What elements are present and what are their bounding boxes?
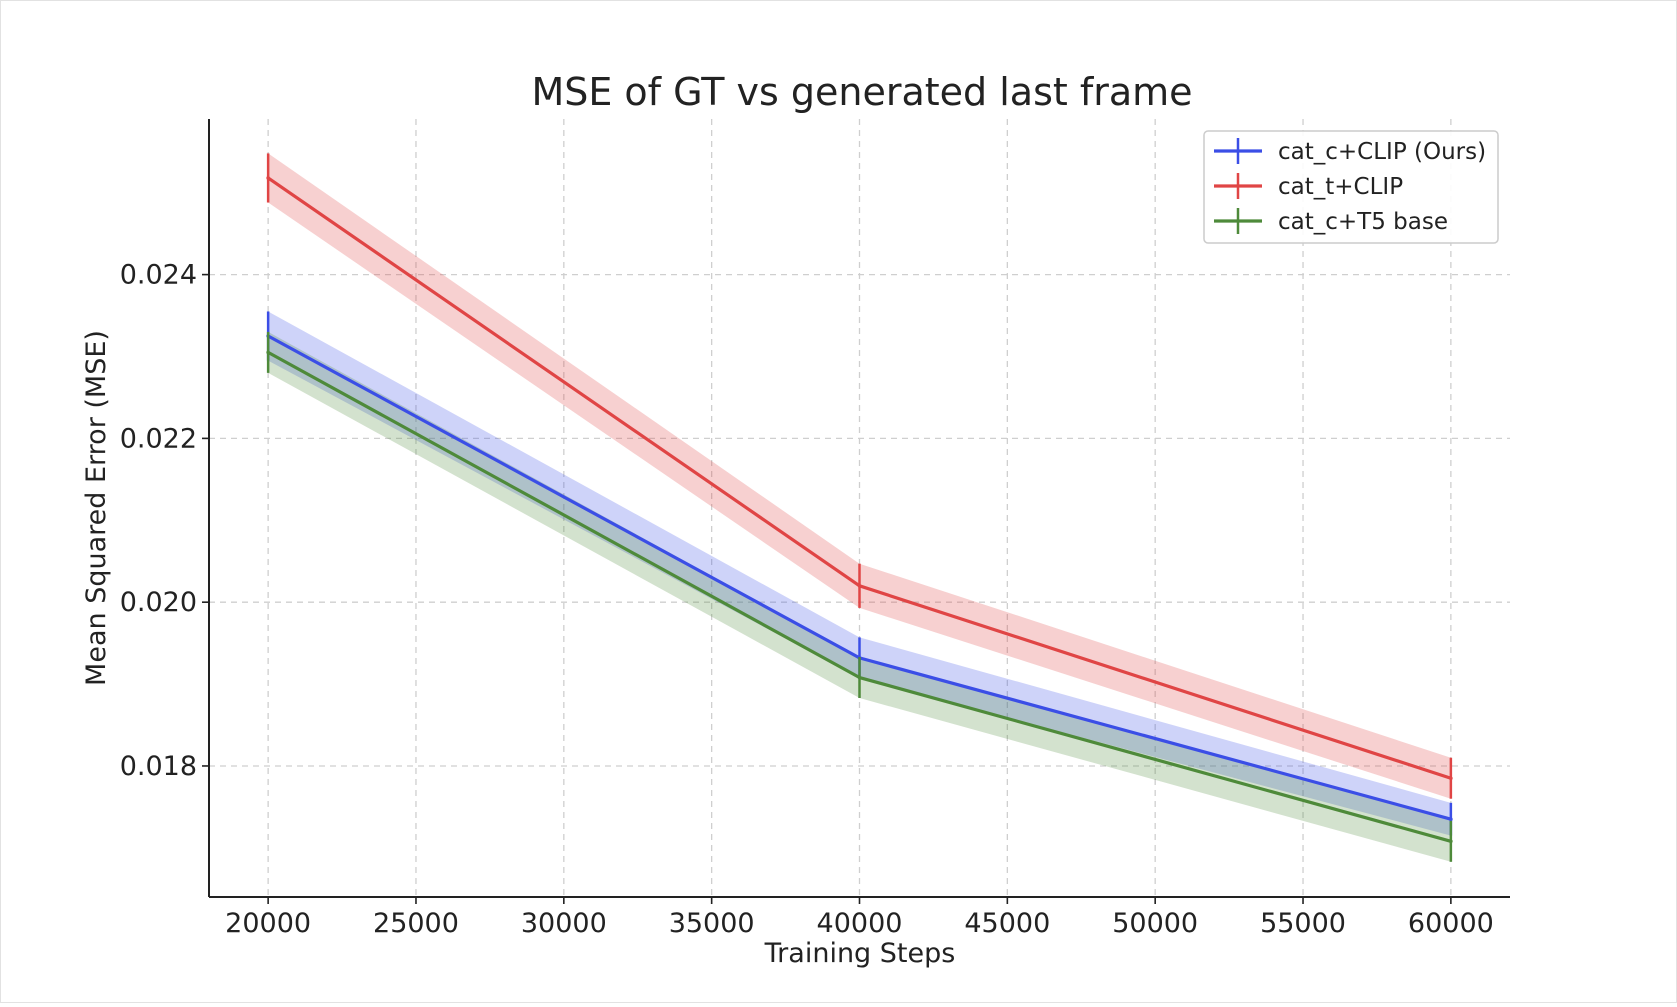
x-tick-label: 30000	[521, 908, 607, 939]
x-tick-label: 40000	[817, 908, 903, 939]
data-point	[1449, 776, 1453, 781]
x-tick-label: 60000	[1408, 908, 1494, 939]
x-tick-label: 55000	[1260, 908, 1346, 939]
series-lines	[266, 153, 1453, 862]
chart-title: MSE of GT vs generated last frame	[531, 70, 1192, 114]
data-point	[266, 350, 270, 355]
legend-label-series-3: cat_c+T5 base	[1278, 209, 1448, 235]
legend-box	[1203, 130, 1499, 244]
error-band-series-1	[268, 311, 1451, 836]
x-axis-label: Training Steps	[764, 938, 956, 969]
y-tick-label: 0.022	[120, 423, 197, 454]
x-tick-label: 45000	[964, 908, 1050, 939]
data-point	[1449, 839, 1453, 844]
y-axis-label: Mean Squared Error (MSE)	[81, 330, 112, 686]
x-tick-label: 25000	[373, 908, 459, 939]
legend: cat_c+CLIP (Ours) cat_t+CLIP cat_c+T5 base	[1203, 130, 1499, 244]
y-tick-label: 0.024	[120, 260, 197, 291]
data-point	[1449, 817, 1453, 821]
x-tick-label: 35000	[669, 908, 755, 939]
legend-label-series-1: cat_c+CLIP (Ours)	[1278, 139, 1486, 165]
x-tick-label: 50000	[1112, 908, 1198, 939]
y-tick-label: 0.020	[120, 587, 197, 618]
data-point	[266, 176, 270, 180]
y-tick-label: 0.018	[120, 751, 197, 782]
data-point	[857, 675, 862, 680]
x-tick-label: 20000	[225, 908, 311, 939]
legend-label-series-2: cat_t+CLIP	[1278, 174, 1403, 200]
ticks: 20000 25000 30000 35000 40000 45000 50000 55000…	[120, 260, 1494, 939]
error-band-series-2	[268, 153, 1451, 799]
data-point	[857, 584, 862, 588]
